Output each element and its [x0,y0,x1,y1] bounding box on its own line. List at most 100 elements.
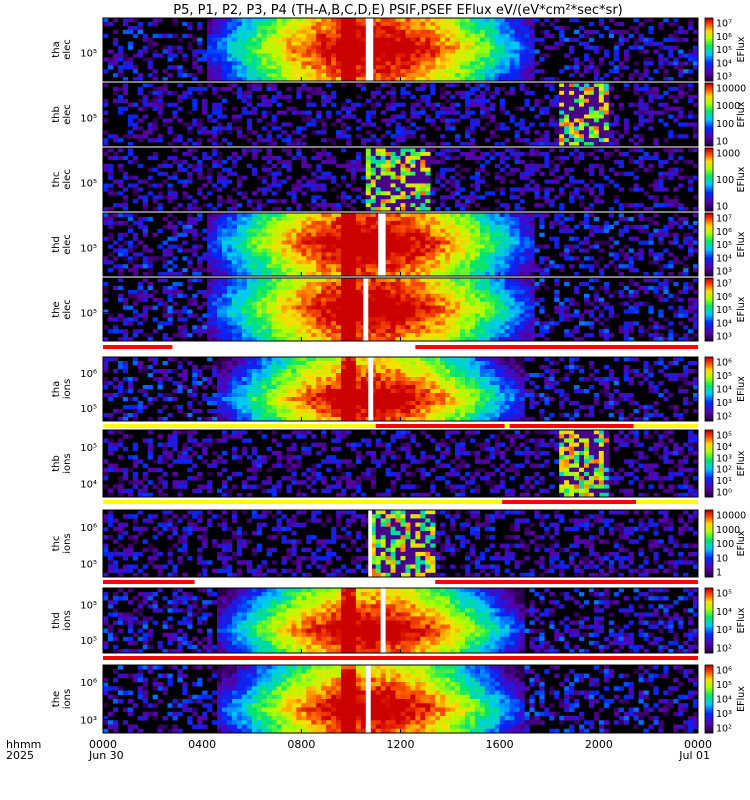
spectrogram-cell [177,134,183,139]
spectrogram-cell [569,130,575,135]
spectrogram-cell [519,220,525,226]
spectrogram-cell [380,37,386,42]
spectrogram-cell [529,122,535,127]
spectrogram-cell [321,224,327,230]
spectrogram-cell [231,106,238,111]
spectrogram-cell [336,213,342,218]
spectrogram-cell [608,260,615,265]
spectrogram-cell [246,216,253,222]
spectrogram-cell [455,252,461,257]
spectrogram-cell [202,98,208,103]
spectrogram-cell [519,118,525,123]
spectrogram-cell [410,94,416,100]
spectrogram-cell [450,37,456,42]
spectrogram-cell [236,183,243,188]
spectrogram-cell [217,224,223,230]
spectrogram-cell [514,69,520,74]
spectrogram-cell [608,151,615,157]
spectrogram-cell [628,216,634,222]
spectrogram-cell [251,73,258,78]
spectrogram-cell [321,25,327,31]
spectrogram-cell [152,49,158,54]
spectrogram-cell [504,53,510,58]
spectrogram-cell [559,187,565,192]
spectrogram-cell [370,272,377,277]
spectrogram-cell [281,199,287,204]
spectrogram-cell [365,183,372,188]
spectrogram-cell [316,155,322,161]
spectrogram-cell [613,41,619,46]
ylabel-species: elec [62,234,73,255]
spectrogram-cell [435,25,441,31]
spectrogram-cell [202,53,208,58]
spectrogram-cell [549,224,555,230]
spectrogram-cell [693,37,699,42]
spectrogram-cell [569,167,575,172]
spectrogram-cell [569,118,575,123]
spectrogram-cell [658,236,664,241]
spectrogram-cell [583,264,590,269]
spectrogram-cell [321,94,327,100]
spectrogram-cell [693,175,699,180]
spectrogram-cell [598,98,605,103]
spectrogram-cell [177,37,183,42]
spectrogram-cell [311,272,317,277]
spectrogram-cell [385,163,391,168]
spectrogram-cell [241,195,248,200]
spectrogram-cell [152,18,158,23]
spectrogram-cell [648,86,654,92]
spectrogram-cell [192,167,198,172]
spectrogram-cell [638,248,644,253]
spectrogram-cell [395,171,401,176]
spectrogram-cell [484,191,491,196]
colorbar-swatch [705,36,713,40]
spectrogram-cell [588,142,595,147]
spectrogram-cell [182,220,188,226]
spectrogram-cell [460,236,466,241]
spectrogram-cell [107,65,114,70]
spectrogram-cell [608,110,615,115]
spectrogram-cell [360,73,367,78]
spectrogram-cell [579,195,585,200]
spectrogram-cell [281,216,287,222]
spectrogram-cell [608,102,615,107]
spectrogram-cell [187,25,193,31]
spectrogram-cell [509,171,515,176]
spectrogram-cell [350,220,357,226]
spectrogram-cell [445,256,451,261]
spectrogram-cell [152,33,158,38]
spectrogram-cell [440,142,446,147]
spectrogram-cell [182,232,188,237]
spectrogram-cell [593,199,600,204]
spectrogram-cell [375,69,381,74]
spectrogram-cell [455,187,461,192]
spectrogram-cell [435,216,441,222]
spectrogram-cell [430,77,436,82]
spectrogram-cell [271,18,277,23]
spectrogram-cell [504,110,510,115]
spectrogram-cell [236,86,243,92]
spectrogram-cell [583,224,590,230]
spectrogram-cell [226,37,233,42]
spectrogram-cell [370,155,377,161]
spectrogram-cell [484,236,491,241]
spectrogram-cell [217,73,223,78]
spectrogram-cell [286,256,292,261]
spectrogram-cell [648,240,654,245]
spectrogram-cell [579,73,585,78]
spectrogram-cell [231,77,238,82]
spectrogram-cell [261,21,267,27]
spectrogram-cell [524,98,530,103]
spectrogram-cell [281,61,287,66]
spectrogram-cell [688,179,694,184]
spectrogram-cell [603,155,610,161]
spectrogram-cell [350,73,357,78]
spectrogram-cell [341,163,347,168]
spectrogram-cell [668,49,674,54]
spectrogram-cell [276,90,282,96]
spectrogram-cell [217,179,223,184]
spectrogram-cell [321,138,327,143]
spectrogram-cell [202,228,208,233]
spectrogram-cell [350,232,357,237]
spectrogram-cell [306,53,312,58]
